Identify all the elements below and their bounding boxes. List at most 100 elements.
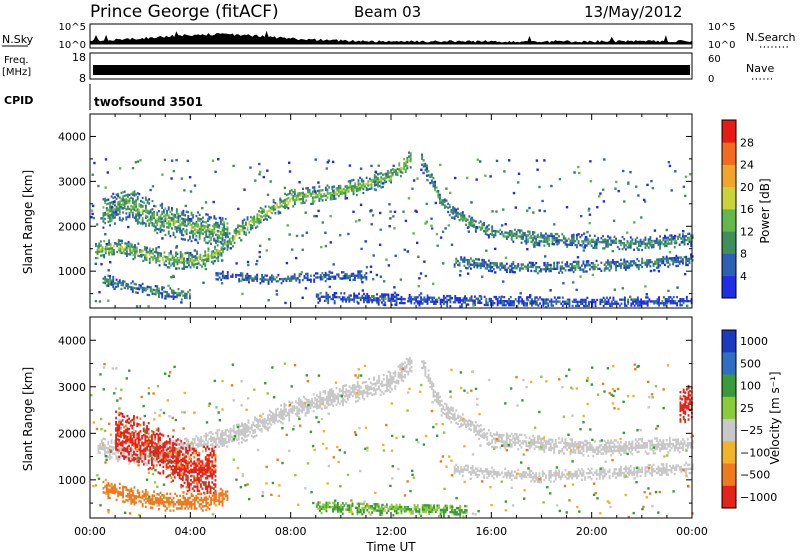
scatter-cell (588, 221, 591, 225)
scatter-cell (183, 259, 185, 262)
scatter-cell (267, 429, 269, 432)
scatter-cell (364, 183, 366, 186)
scatter-cell (630, 298, 633, 301)
scatter-cell (128, 201, 131, 205)
scatter-cell (148, 261, 151, 264)
scatter-cell (403, 166, 406, 169)
scatter-cell (628, 242, 631, 245)
scatter-cell (215, 241, 217, 245)
scatter-cell (408, 359, 411, 362)
scatter-cell (489, 175, 492, 178)
scatter-cell (662, 255, 665, 259)
scatter-cell (400, 299, 403, 303)
scatter-cell (123, 198, 126, 201)
scatter-cell (378, 180, 381, 183)
scatter-cell (161, 229, 164, 232)
scatter-cell (685, 300, 688, 303)
scatter-cell (402, 302, 405, 305)
scatter-cell (443, 200, 446, 203)
scatter-cell (512, 191, 516, 195)
scatter-cell (593, 267, 596, 271)
scatter-cell (350, 272, 353, 276)
scatter-cell (565, 206, 569, 209)
scatter-cell (186, 251, 189, 254)
scatter-cell (453, 263, 456, 266)
scatter-cell (272, 278, 275, 281)
scatter-cell (675, 239, 678, 243)
scatter-cell (233, 241, 236, 244)
scatter-cell (363, 276, 366, 279)
scatter-cell (268, 420, 271, 423)
scatter-cell (132, 247, 135, 251)
scatter-cell (257, 427, 260, 430)
scatter-cell (544, 255, 547, 258)
colorbar-swatch (722, 164, 736, 188)
scatter-cell (301, 234, 304, 237)
scatter-cell (132, 249, 135, 253)
scatter-cell (544, 302, 546, 305)
scatter-cell (130, 245, 133, 248)
scatter-cell (551, 240, 554, 244)
scatter-cell (214, 442, 217, 445)
scatter-cell (226, 230, 229, 233)
scatter-cell (483, 259, 485, 262)
scatter-cell (198, 438, 201, 441)
scatter-cell (532, 243, 535, 246)
scatter-cell (171, 291, 173, 294)
scatter-cell (479, 266, 482, 269)
scatter-cell (518, 231, 521, 234)
scatter-cell (583, 304, 585, 308)
scatter-cell (633, 260, 635, 263)
scatter-cell (621, 248, 624, 251)
scatter-cell (623, 300, 626, 303)
scatter-cell (214, 431, 217, 435)
scatter-cell (623, 242, 626, 245)
scatter-cell (122, 211, 124, 214)
scatter-cell (398, 168, 401, 171)
scatter-cell (483, 263, 485, 266)
scatter-cell (473, 301, 476, 304)
scatter-cell (273, 413, 276, 416)
scatter-cell (204, 252, 207, 255)
scatter-cell (641, 259, 644, 263)
scatter-cell (172, 213, 175, 216)
scatter-cell (357, 302, 360, 305)
scatter-cell (629, 262, 632, 265)
scatter-cell (408, 369, 411, 372)
scatter-cell (670, 240, 673, 243)
scatter-cell (371, 387, 374, 390)
scatter-cell (180, 223, 183, 226)
scatter-cell (637, 259, 640, 263)
scatter-cell (214, 170, 217, 173)
scatter-cell (426, 296, 429, 299)
scatter-cell (307, 400, 310, 404)
scatter-cell (192, 216, 195, 219)
scatter-cell (550, 300, 553, 303)
scatter-cell (310, 192, 313, 195)
scatter-cell (192, 232, 195, 235)
scatter-cell (654, 241, 657, 245)
scatter-cell (491, 270, 494, 273)
scatter-cell (301, 400, 304, 403)
scatter-cell (118, 208, 121, 211)
scatter-cell (566, 298, 569, 301)
scatter-cell (272, 206, 275, 210)
scatter-cell (517, 181, 520, 184)
scatter-cell (188, 443, 191, 446)
scatter-cell (431, 300, 434, 303)
scatter-cell (204, 264, 207, 267)
scatter-cell (536, 241, 539, 245)
scatter-cell (221, 259, 224, 262)
scatter-cell (180, 177, 184, 180)
scatter-cell (667, 161, 671, 164)
scatter-cell (288, 415, 291, 418)
scatter-cell (424, 370, 427, 373)
scatter-cell (127, 193, 129, 196)
scatter-cell (641, 300, 644, 303)
scatter-cell (613, 235, 616, 238)
scatter-cell (112, 283, 115, 287)
scatter-cell (130, 286, 133, 289)
scatter-cell (545, 240, 547, 243)
scatter-cell (428, 296, 431, 299)
scatter-cell (259, 211, 262, 214)
